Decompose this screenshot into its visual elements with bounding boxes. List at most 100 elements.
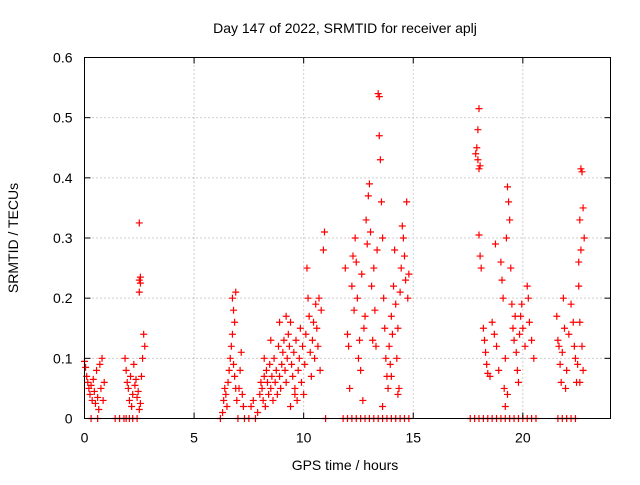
data-point bbox=[476, 162, 484, 170]
data-point bbox=[224, 378, 232, 386]
data-point bbox=[382, 354, 390, 362]
data-point bbox=[95, 405, 103, 413]
data-point bbox=[228, 294, 236, 302]
data-point bbox=[483, 360, 491, 368]
data-point bbox=[502, 234, 510, 242]
data-point bbox=[403, 198, 411, 206]
x-tick-label: 20 bbox=[515, 430, 531, 446]
data-point bbox=[136, 399, 144, 407]
data-point bbox=[96, 360, 104, 368]
data-point bbox=[405, 270, 413, 278]
data-point bbox=[295, 354, 303, 362]
data-point bbox=[265, 390, 273, 398]
data-point bbox=[225, 366, 233, 374]
data-point bbox=[555, 342, 563, 350]
data-point bbox=[500, 384, 508, 392]
data-point bbox=[391, 246, 399, 254]
x-tick-label: 15 bbox=[405, 430, 421, 446]
data-point bbox=[525, 318, 533, 326]
data-point bbox=[365, 180, 373, 188]
data-point bbox=[135, 276, 143, 284]
data-point bbox=[297, 378, 305, 386]
data-point bbox=[402, 276, 410, 284]
data-point bbox=[129, 390, 137, 398]
data-point bbox=[228, 330, 236, 338]
data-point bbox=[91, 399, 99, 407]
data-point bbox=[351, 234, 359, 242]
y-tick-label: 0.5 bbox=[53, 110, 73, 126]
data-point bbox=[100, 378, 108, 386]
data-point bbox=[268, 372, 276, 380]
data-point bbox=[404, 294, 412, 302]
data-point bbox=[385, 342, 393, 350]
data-point bbox=[274, 342, 282, 350]
data-point bbox=[393, 354, 401, 362]
data-point bbox=[257, 378, 265, 386]
data-point bbox=[379, 402, 387, 410]
data-point bbox=[271, 378, 279, 386]
data-point bbox=[392, 300, 400, 308]
data-point bbox=[290, 348, 298, 356]
data-point bbox=[231, 318, 239, 326]
data-point bbox=[359, 396, 367, 404]
data-point bbox=[491, 240, 499, 248]
data-point bbox=[350, 306, 358, 314]
data-point bbox=[259, 396, 267, 404]
data-point bbox=[278, 360, 286, 368]
data-point bbox=[220, 396, 228, 404]
data-point bbox=[578, 342, 586, 350]
x-tick-label: 10 bbox=[296, 430, 312, 446]
data-point bbox=[386, 360, 394, 368]
data-point bbox=[560, 324, 568, 332]
data-point bbox=[260, 372, 268, 380]
data-point bbox=[312, 300, 320, 308]
data-point bbox=[254, 408, 262, 416]
data-point bbox=[139, 354, 147, 362]
data-point bbox=[134, 387, 142, 395]
data-point bbox=[387, 372, 395, 380]
data-point bbox=[368, 282, 376, 290]
data-point bbox=[88, 396, 96, 404]
data-point bbox=[283, 354, 291, 362]
data-point bbox=[317, 306, 325, 314]
data-point bbox=[399, 234, 407, 242]
data-point bbox=[501, 402, 509, 410]
data-point bbox=[219, 408, 227, 416]
data-point bbox=[503, 183, 511, 191]
data-point bbox=[576, 318, 584, 326]
data-point bbox=[477, 264, 485, 272]
data-point bbox=[272, 366, 280, 374]
y-tick-label: 0.3 bbox=[53, 230, 73, 246]
y-tick-label: 0 bbox=[65, 411, 73, 427]
data-point bbox=[135, 219, 143, 227]
data-point bbox=[358, 270, 366, 278]
data-point bbox=[501, 354, 509, 362]
data-point bbox=[232, 288, 240, 296]
data-point bbox=[569, 318, 577, 326]
data-point bbox=[235, 384, 243, 392]
data-point bbox=[570, 342, 578, 350]
data-point bbox=[379, 234, 387, 242]
data-point bbox=[237, 348, 245, 356]
data-point bbox=[576, 216, 584, 224]
data-point bbox=[284, 330, 292, 338]
data-point bbox=[239, 402, 247, 410]
data-point bbox=[367, 228, 375, 236]
data-point bbox=[124, 384, 132, 392]
data-point bbox=[513, 366, 521, 374]
y-tick-label: 0.4 bbox=[53, 170, 73, 186]
data-point bbox=[282, 378, 290, 386]
data-point bbox=[262, 366, 270, 374]
data-point bbox=[301, 360, 309, 368]
data-point bbox=[486, 372, 494, 380]
data-point bbox=[319, 246, 327, 254]
data-point bbox=[349, 252, 357, 260]
data-point bbox=[289, 372, 297, 380]
data-point bbox=[377, 198, 385, 206]
data-point bbox=[490, 330, 498, 338]
data-point bbox=[133, 393, 141, 401]
data-point bbox=[277, 384, 285, 392]
data-point bbox=[574, 360, 582, 368]
data-point bbox=[352, 258, 360, 266]
data-point bbox=[132, 375, 140, 383]
